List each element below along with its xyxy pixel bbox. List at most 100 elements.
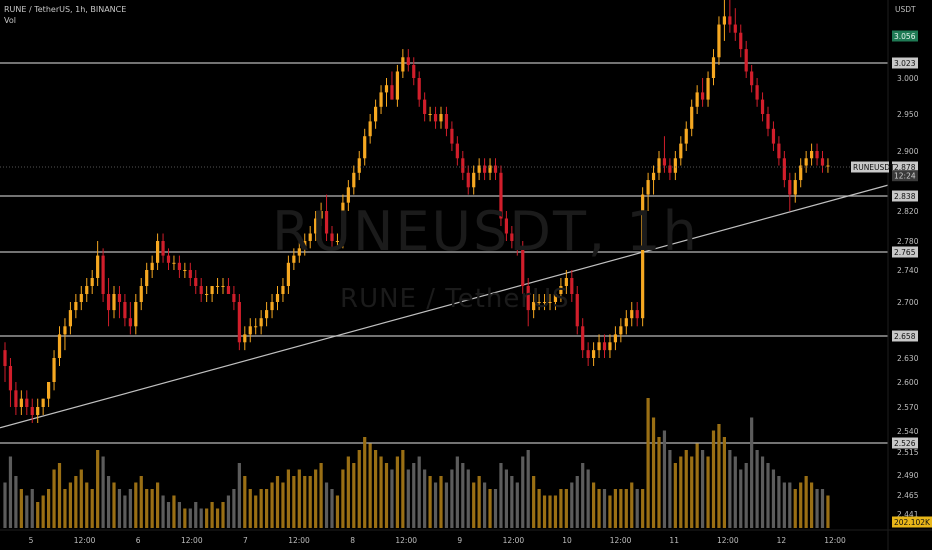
candle-body[interactable] [341, 202, 345, 241]
candle-body[interactable] [259, 318, 263, 327]
candle-body[interactable] [194, 278, 198, 286]
candle-body[interactable] [275, 294, 280, 302]
candle-body[interactable] [324, 211, 329, 234]
candle-body[interactable] [210, 286, 214, 294]
candle-body[interactable] [608, 342, 612, 351]
candle-body[interactable] [488, 165, 492, 173]
candle-body[interactable] [722, 16, 726, 25]
candle-body[interactable] [728, 16, 732, 25]
candle-body[interactable] [810, 151, 814, 159]
candle-body[interactable] [79, 294, 83, 302]
candle-body[interactable] [820, 158, 825, 166]
candle-body[interactable] [232, 294, 236, 302]
candle-body[interactable] [117, 294, 122, 302]
candle-body[interactable] [352, 172, 356, 188]
candle-body[interactable] [3, 350, 7, 366]
candle-body[interactable] [433, 114, 438, 122]
candle-body[interactable] [804, 158, 808, 166]
candle-body[interactable] [750, 71, 754, 86]
candle-body[interactable] [57, 334, 62, 358]
price-axis[interactable]: USDT 3.000 2.950 2.900 2.820 2.780 2.740 2.700 2… [887, 0, 919, 550]
candle-body[interactable] [537, 302, 541, 303]
candle-body[interactable] [363, 136, 367, 159]
candle-body[interactable] [701, 92, 705, 100]
candle-body[interactable] [651, 172, 656, 181]
candle-body[interactable] [739, 32, 743, 50]
candle-body[interactable] [455, 143, 459, 159]
candle-body[interactable] [145, 270, 149, 286]
candle-body[interactable] [771, 128, 776, 144]
candle-body[interactable] [532, 302, 536, 311]
candle-body[interactable] [417, 78, 421, 100]
candle-body[interactable] [760, 99, 765, 114]
candle-body[interactable] [123, 302, 127, 319]
candle-body[interactable] [515, 241, 519, 249]
candle-body[interactable] [395, 71, 399, 100]
candle-body[interactable] [613, 334, 617, 343]
candle-body[interactable] [156, 241, 160, 263]
candle-body[interactable] [199, 286, 203, 294]
candle-body[interactable] [90, 278, 94, 286]
candle-body[interactable] [412, 64, 416, 78]
candle-body[interactable] [553, 294, 558, 302]
candle-body[interactable] [510, 233, 514, 242]
candle-body[interactable] [8, 366, 13, 391]
candle-body[interactable] [662, 158, 667, 166]
candle-body[interactable] [106, 294, 111, 311]
candle-body[interactable] [237, 302, 241, 343]
candle-body[interactable] [690, 106, 694, 129]
candle-body[interactable] [461, 158, 465, 173]
candle-body[interactable] [226, 286, 231, 294]
candle-body[interactable] [384, 85, 389, 93]
candle-body[interactable] [439, 114, 443, 122]
candle-body[interactable] [286, 262, 290, 286]
candle-body[interactable] [499, 172, 503, 219]
candle-body[interactable] [205, 294, 209, 295]
candle-body[interactable] [128, 318, 132, 327]
candle-body[interactable] [619, 326, 623, 335]
candle-body[interactable] [112, 294, 116, 311]
candle-body[interactable] [559, 286, 563, 294]
candle-body[interactable] [134, 302, 138, 327]
candle-body[interactable] [308, 233, 312, 242]
candle-body[interactable] [646, 180, 650, 195]
candle-body[interactable] [41, 398, 45, 407]
candle-body[interactable] [630, 310, 634, 319]
candle-body[interactable] [635, 310, 639, 319]
candle-body[interactable] [368, 121, 372, 137]
candle-body[interactable] [374, 106, 378, 122]
candle-body[interactable] [581, 326, 585, 351]
candle-body[interactable] [624, 318, 628, 327]
candle-body[interactable] [493, 165, 498, 173]
candle-body[interactable] [303, 241, 307, 249]
candle-body[interactable] [390, 85, 394, 100]
candle-body[interactable] [19, 398, 23, 407]
trendline[interactable] [0, 184, 889, 429]
candle-body[interactable] [695, 92, 699, 107]
candle-body[interactable] [782, 158, 786, 181]
candle-body[interactable] [521, 248, 525, 286]
candle-body[interactable] [215, 286, 220, 287]
candle-body[interactable] [335, 241, 340, 242]
candle-body[interactable] [357, 158, 361, 173]
candle-body[interactable] [826, 165, 830, 167]
candle-body[interactable] [172, 262, 176, 264]
candle-body[interactable] [450, 128, 454, 144]
candle-body[interactable] [52, 358, 56, 382]
candle-body[interactable] [14, 390, 18, 407]
candle-body[interactable] [401, 57, 405, 72]
candle-body[interactable] [188, 270, 192, 278]
candle-body[interactable] [755, 85, 759, 100]
candle-body[interactable] [472, 172, 476, 188]
candle-body[interactable] [319, 211, 323, 219]
candle-body[interactable] [221, 286, 225, 287]
candle-body[interactable] [63, 326, 67, 335]
candle-body[interactable] [177, 262, 181, 270]
candle-body[interactable] [641, 194, 645, 319]
candle-body[interactable] [406, 57, 410, 65]
candle-body[interactable] [504, 218, 508, 234]
candle-body[interactable] [379, 92, 383, 107]
candle-body[interactable] [292, 255, 296, 263]
candle-body[interactable] [85, 286, 89, 294]
